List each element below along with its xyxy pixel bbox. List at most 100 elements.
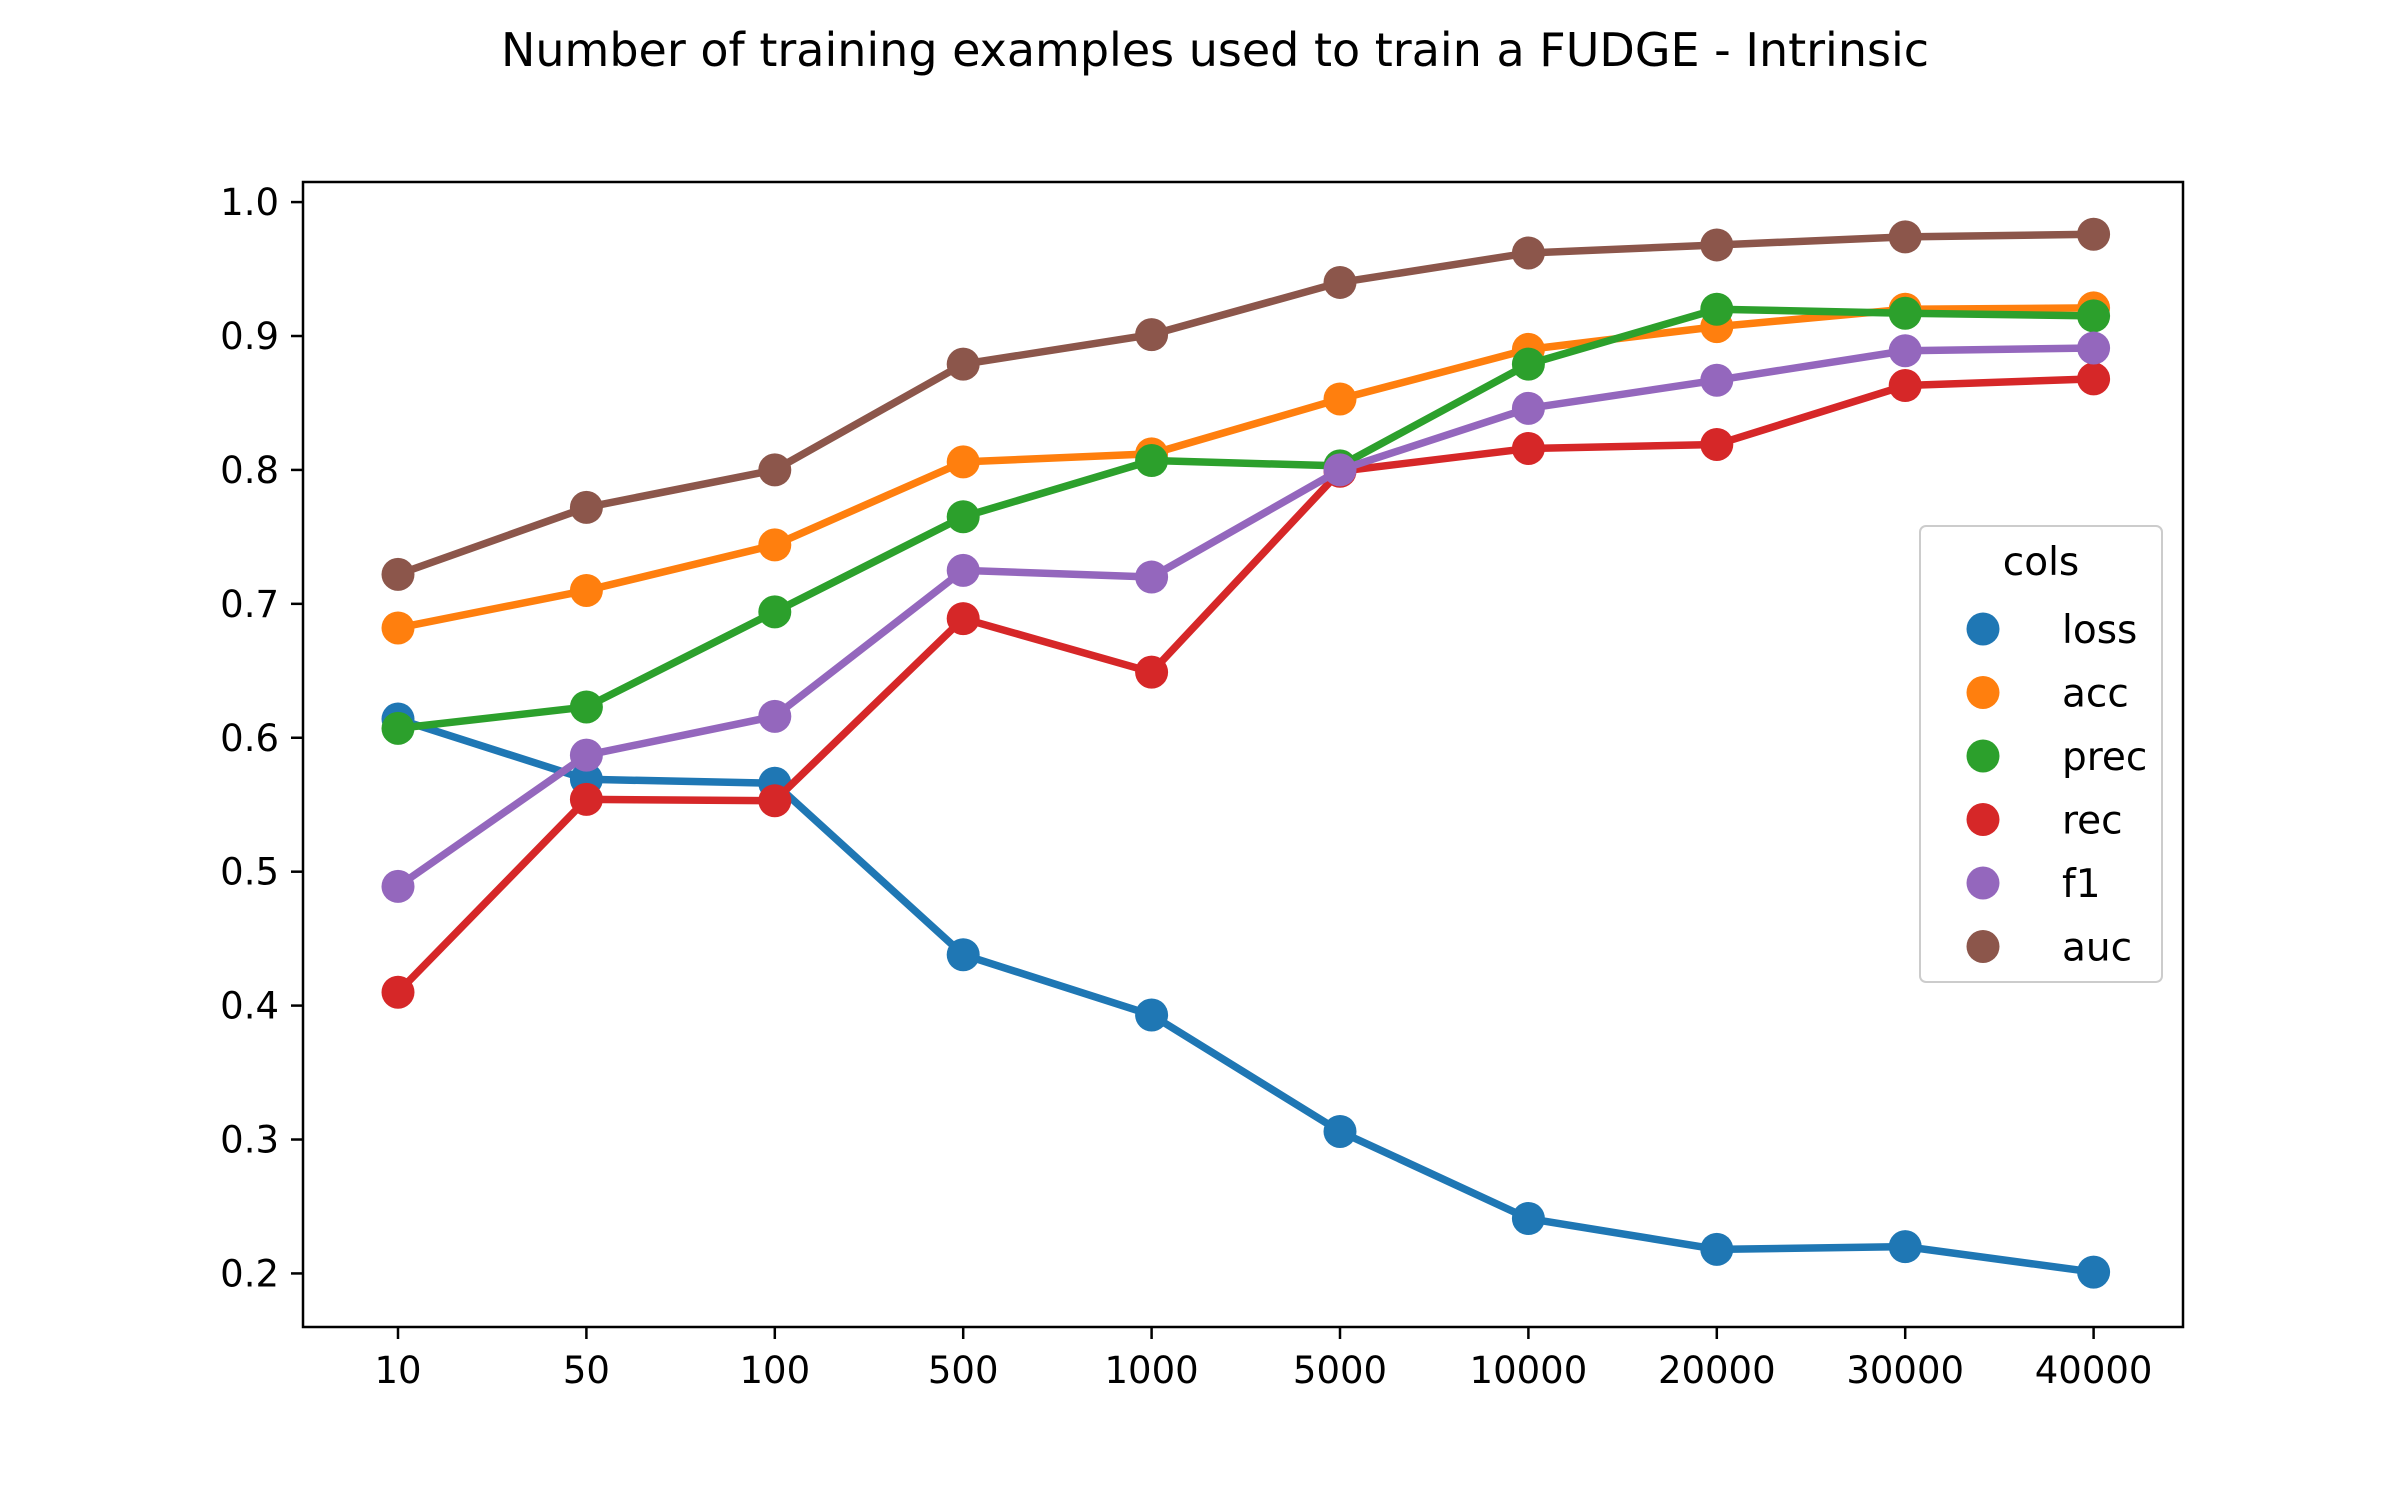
legend-label: prec	[2062, 735, 2147, 780]
y-tick-label: 1.0	[220, 181, 279, 224]
y-tick-label: 0.2	[220, 1252, 279, 1295]
data-point-prec	[946, 500, 980, 534]
data-point-acc	[946, 445, 980, 479]
data-point-auc	[569, 490, 603, 524]
x-tick-label: 500	[928, 1349, 999, 1392]
data-point-prec	[2077, 299, 2111, 333]
data-point-loss	[1511, 1202, 1545, 1236]
data-point-auc	[2077, 217, 2111, 251]
data-point-prec	[1888, 296, 1922, 330]
x-tick-label: 100	[739, 1349, 810, 1392]
legend-label: f1	[2062, 862, 2101, 907]
data-point-acc	[1323, 382, 1357, 416]
data-point-rec	[381, 975, 415, 1009]
legend-item-loss: loss	[1966, 608, 2137, 653]
series-loss	[381, 702, 2111, 1289]
series-layer	[381, 217, 2111, 1289]
data-point-f1	[1888, 334, 1922, 368]
x-tick-label: 20000	[1658, 1349, 1776, 1392]
series-f1	[381, 331, 2111, 903]
y-tick-label: 0.6	[220, 717, 279, 760]
data-point-f1	[1700, 363, 1734, 397]
data-point-auc	[758, 453, 792, 487]
chart-title: Number of training examples used to trai…	[501, 23, 1929, 77]
data-point-prec	[1135, 444, 1169, 478]
data-point-rec	[1135, 655, 1169, 689]
data-point-f1	[1323, 453, 1357, 487]
x-tick-label: 5000	[1293, 1349, 1387, 1392]
series-line-loss	[394, 715, 2098, 1276]
data-point-rec	[758, 784, 792, 818]
x-tick-label: 10000	[1470, 1349, 1588, 1392]
y-tick-label: 0.3	[220, 1119, 279, 1162]
data-point-auc	[1700, 228, 1734, 262]
series-line-auc	[394, 230, 2098, 579]
data-point-auc	[1135, 318, 1169, 352]
y-tick-label: 0.7	[220, 583, 279, 626]
legend-item-auc: auc	[1966, 926, 2132, 971]
data-point-prec	[381, 711, 415, 745]
y-tick-label: 0.8	[220, 449, 279, 492]
data-point-acc	[758, 528, 792, 562]
x-tick-label: 10	[374, 1349, 421, 1392]
y-tick-label: 0.5	[220, 851, 279, 894]
data-point-f1	[946, 553, 980, 587]
data-point-acc	[381, 611, 415, 645]
legend: cols loss acc prec rec f1 auc	[1919, 525, 2163, 983]
legend-marker	[1966, 930, 2000, 963]
data-point-rec	[569, 782, 603, 816]
data-point-rec	[1511, 431, 1545, 465]
legend-label: acc	[2062, 672, 2129, 717]
legend-label: rec	[2062, 799, 2123, 844]
data-point-loss	[1135, 998, 1169, 1032]
legend-marker	[1966, 866, 2000, 900]
data-point-auc	[1323, 265, 1357, 299]
data-point-f1	[1511, 391, 1545, 425]
data-point-f1	[381, 869, 415, 903]
data-point-f1	[2077, 331, 2111, 365]
data-point-auc	[1888, 220, 1922, 254]
data-point-rec	[1700, 427, 1734, 461]
legend-marker	[1966, 676, 2000, 709]
series-line-prec	[394, 305, 2098, 733]
legend-marker	[1966, 612, 2000, 646]
data-point-loss	[1323, 1114, 1357, 1148]
series-line-acc	[394, 304, 2098, 632]
data-point-loss	[2077, 1255, 2111, 1289]
data-point-auc	[946, 347, 980, 381]
legend-item-rec: rec	[1966, 799, 2123, 844]
data-point-loss	[1700, 1232, 1734, 1266]
data-point-prec	[758, 595, 792, 629]
legend-label: loss	[2062, 608, 2137, 653]
data-point-f1	[1135, 560, 1169, 594]
y-axis: 0.2 0.3 0.4 0.5 0.6 0.7 0.8 0.9 1.0	[220, 181, 303, 1295]
series-acc	[381, 291, 2111, 645]
plot-area-frame	[301, 180, 2185, 1329]
x-tick-label: 30000	[1846, 1349, 1964, 1392]
legend-item-f1: f1	[1966, 862, 2101, 907]
x-tick-label: 40000	[2035, 1349, 2153, 1392]
legend-title: cols	[2003, 540, 2079, 585]
legend-item-prec: prec	[1966, 735, 2147, 780]
legend-marker	[1966, 739, 2000, 773]
x-tick-label: 1000	[1105, 1349, 1199, 1392]
data-point-rec	[1888, 369, 1922, 403]
data-point-loss	[1888, 1230, 1922, 1264]
legend-item-acc: acc	[1966, 672, 2129, 717]
data-point-rec	[2077, 362, 2111, 396]
series-line-f1	[394, 344, 2098, 891]
series-rec	[381, 362, 2111, 1009]
x-tick-label: 50	[563, 1349, 610, 1392]
data-point-auc	[1511, 236, 1545, 270]
data-point-prec	[569, 690, 603, 724]
legend-marker	[1966, 803, 2000, 836]
x-axis: 10 50 100 500 1000 5000 10000 20000 30000 40000	[374, 1327, 2152, 1392]
data-point-rec	[946, 602, 980, 636]
data-point-f1	[569, 738, 603, 772]
y-tick-label: 0.4	[220, 985, 279, 1028]
y-tick-label: 0.9	[220, 315, 279, 358]
data-point-prec	[1511, 347, 1545, 381]
data-point-f1	[758, 699, 792, 733]
